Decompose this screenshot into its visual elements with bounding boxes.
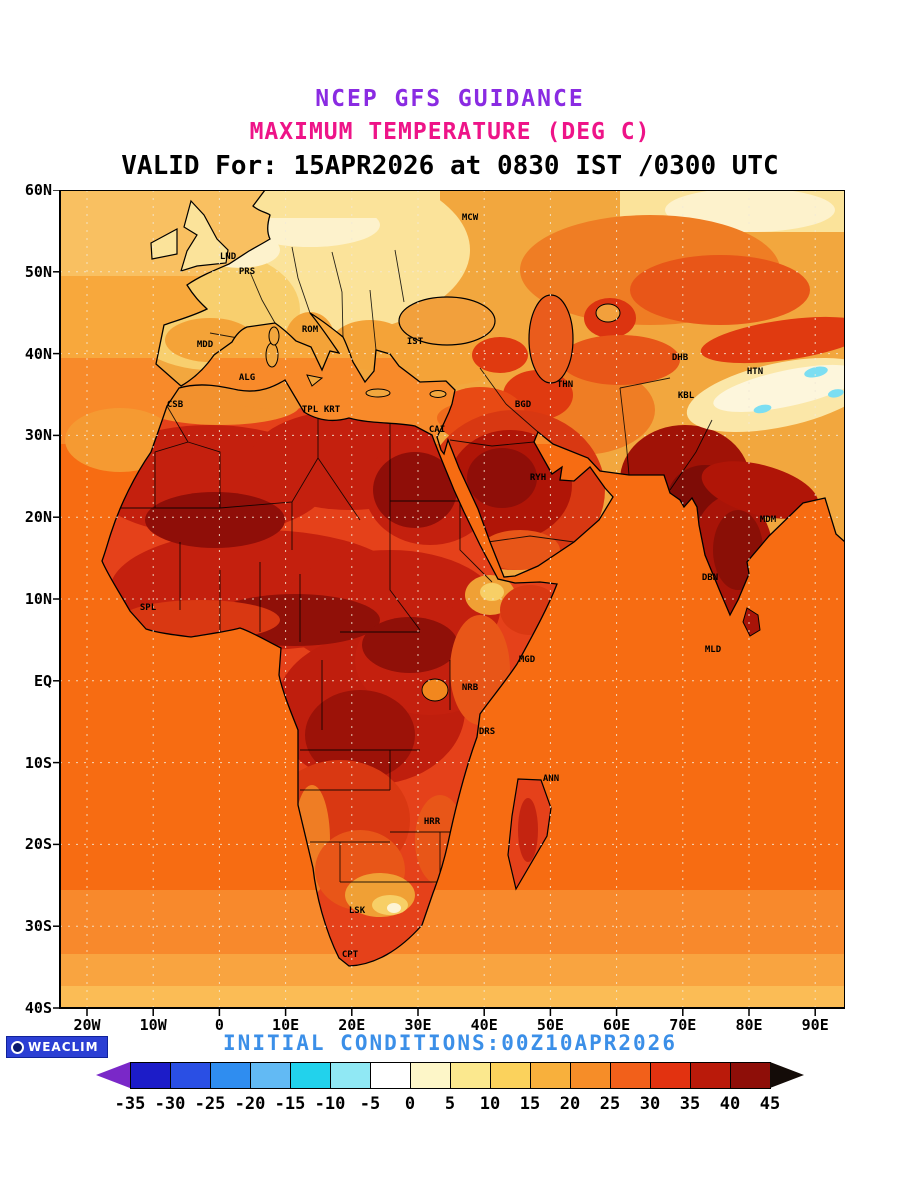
colorbar-segment <box>290 1062 331 1089</box>
africa-country-borders <box>120 402 493 883</box>
lon-tick-label: 90E <box>801 1016 829 1034</box>
lake-victoria <box>421 678 449 702</box>
ocean-south-band <box>60 986 845 1008</box>
title-parameter: MAXIMUM TEMPERATURE (DEG C) <box>249 119 651 145</box>
temperature-colorbar: -35 -30 -25 -20 -15 -10 -5 0 5 10 15 20 25 30 35 40 45 <box>0 1058 900 1148</box>
colorbar-tick-label: -15 <box>274 1094 306 1114</box>
title-model: NCEP GFS GUIDANCE <box>315 86 585 112</box>
colorbar-segment <box>370 1062 411 1089</box>
weaclim-logo: WEACLIM <box>6 1036 108 1058</box>
colorbar-arrow-left <box>96 1062 130 1088</box>
lon-tick-label: 60E <box>603 1016 631 1034</box>
sicily-island <box>306 374 324 387</box>
lat-tick-label: 30S <box>24 917 52 936</box>
title-block: NCEP GFS GUIDANCE MAXIMUM TEMPERATURE (D… <box>0 86 900 181</box>
crete-island <box>365 388 391 398</box>
colorbar-segment <box>530 1062 571 1089</box>
colorbar-tick-label: -25 <box>194 1094 226 1114</box>
colorbar-segment <box>410 1062 451 1089</box>
lat-tick-label: 20S <box>24 835 52 854</box>
lon-tick-label: 50E <box>536 1016 564 1034</box>
colorbar-segment <box>610 1062 651 1089</box>
lon-tick-label: 20W <box>73 1016 101 1034</box>
colorbar-tick-label: 40 <box>719 1094 741 1114</box>
lat-tick-label: 40S <box>24 999 52 1017</box>
lat-tick-label: 20N <box>24 508 52 527</box>
weaclim-logo-icon <box>11 1040 24 1054</box>
temperature-map <box>53 190 845 1016</box>
lat-tick-label: 40N <box>24 344 52 363</box>
asia-country-borders <box>449 367 713 543</box>
lat-tick-label: 50N <box>24 262 52 281</box>
colorbar-tick-label: 35 <box>679 1094 701 1114</box>
lon-tick-label: 10W <box>139 1016 167 1034</box>
lon-tick-label: 30E <box>404 1016 432 1034</box>
sardinia-island <box>265 342 279 368</box>
colorbar-tick-label: 0 <box>404 1094 416 1114</box>
lat-tick-label: 30N <box>24 426 52 445</box>
black-sea <box>398 296 496 346</box>
colorbar-segment <box>570 1062 611 1089</box>
axis-ticks <box>53 190 816 1016</box>
colorbar-segment <box>130 1062 171 1089</box>
colorbar-segment <box>210 1062 251 1089</box>
initial-conditions-text: INITIAL CONDITIONS:00Z10APR2026 <box>223 1031 677 1055</box>
colorbar-tick-label: 20 <box>559 1094 581 1114</box>
ireland-island <box>150 227 178 260</box>
lon-tick-label: 0 <box>214 1016 224 1034</box>
colorbar-segment <box>170 1062 211 1089</box>
lon-tick-label: 80E <box>735 1016 763 1034</box>
caspian-sea <box>528 294 574 384</box>
colorbar-segment <box>250 1062 291 1089</box>
colorbar-segment <box>450 1062 491 1089</box>
title-valid-time: VALID For: 15APR2026 at 0830 IST /0300 U… <box>121 151 779 181</box>
cyprus-island <box>429 390 447 398</box>
aral-sea <box>595 303 621 323</box>
colorbar-segment <box>690 1062 731 1089</box>
colorbar-tick-label: -20 <box>234 1094 266 1114</box>
lon-tick-label: 70E <box>669 1016 697 1034</box>
colorbar-tick-label: 15 <box>519 1094 541 1114</box>
lat-tick-label: 60N <box>24 181 52 199</box>
colorbar-arrow-right <box>770 1062 804 1088</box>
lon-tick-label: 40E <box>470 1016 498 1034</box>
colorbar-tick-label: -5 <box>359 1094 381 1114</box>
colorbar-tick-label: 45 <box>759 1094 781 1114</box>
europe-country-borders <box>209 246 405 351</box>
colorbar-segment <box>650 1062 691 1089</box>
colorbar-segment <box>490 1062 531 1089</box>
britain-island <box>180 199 229 272</box>
colorbar-segment <box>330 1062 371 1089</box>
colorbar-tick-label: -30 <box>154 1094 186 1114</box>
colorbar-tick-label: 10 <box>479 1094 501 1114</box>
sri-lanka-island <box>742 607 761 637</box>
colorbar-tick-label: 30 <box>639 1094 661 1114</box>
lat-tick-label: EQ <box>33 671 52 690</box>
corsica-island <box>268 326 280 346</box>
colorbar-tick-label: -35 <box>114 1094 146 1114</box>
map-field <box>60 190 845 1008</box>
lat-tick-label: 10N <box>24 590 52 608</box>
colorbar-tick-label: 25 <box>599 1094 621 1114</box>
lon-tick-label: 10E <box>272 1016 300 1034</box>
graticule-grid <box>60 190 845 1008</box>
colorbar-segment <box>730 1062 771 1089</box>
colorbar-tick-label: -10 <box>314 1094 346 1114</box>
lon-tick-label: 20E <box>338 1016 366 1034</box>
colorbar-tick-label: 5 <box>444 1094 456 1114</box>
lat-tick-label: 10S <box>24 753 52 772</box>
weaclim-logo-text: WEACLIM <box>28 1040 99 1054</box>
